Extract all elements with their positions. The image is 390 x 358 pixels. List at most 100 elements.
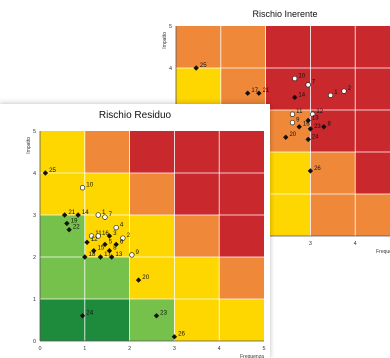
y-tick-label: 2 bbox=[33, 255, 36, 261]
point-label-20: 20 bbox=[142, 274, 149, 281]
y-tick-label: 4 bbox=[169, 66, 172, 72]
zone-cell-red-2-3 bbox=[265, 68, 311, 110]
x-axis-label: Frequenza bbox=[240, 354, 264, 358]
x-tick-label: 1 bbox=[83, 346, 86, 352]
zone-cell-yellow-2-1 bbox=[265, 152, 311, 194]
risk-point-16 bbox=[95, 233, 101, 239]
point-label-20: 20 bbox=[289, 132, 296, 138]
chart-title-residuo: Rischio Residuo bbox=[98, 110, 172, 121]
zone-cell-yellow-2-2 bbox=[129, 215, 175, 257]
point-label-11: 11 bbox=[296, 109, 303, 115]
risk-point-15 bbox=[91, 248, 97, 254]
point-label-23: 23 bbox=[160, 310, 167, 317]
point-label-26: 26 bbox=[314, 166, 321, 172]
risk-point-7 bbox=[102, 214, 108, 220]
zone-cell-red-4-2 bbox=[355, 110, 390, 152]
risk-point-11 bbox=[88, 233, 95, 239]
risk-point-23 bbox=[307, 126, 314, 132]
point-label-18: 18 bbox=[89, 251, 96, 258]
risk-point-4 bbox=[113, 224, 119, 231]
risk-point-23 bbox=[153, 313, 160, 319]
point-label-24: 24 bbox=[86, 310, 93, 317]
zone-cell-orange-2-2 bbox=[265, 110, 311, 152]
y-axis-label: Impatto bbox=[162, 32, 168, 49]
point-label-24: 24 bbox=[312, 134, 319, 140]
zone-cell-yellow-0-3 bbox=[40, 173, 85, 215]
zone-cell-dark_green-0-0 bbox=[40, 299, 85, 341]
point-label-9: 9 bbox=[296, 118, 300, 124]
zone-cell-red-4-3 bbox=[355, 68, 390, 110]
zone-cell-red-3-3 bbox=[310, 68, 356, 110]
y-tick-label: 3 bbox=[33, 213, 36, 219]
y-tick-label: 4 bbox=[33, 171, 36, 177]
risk-point-18 bbox=[82, 254, 88, 260]
risk-point-9 bbox=[129, 252, 135, 258]
zone-cell-red-3-4 bbox=[174, 131, 220, 173]
point-label-13: 13 bbox=[312, 115, 319, 121]
x-tick-label: 2 bbox=[128, 346, 131, 352]
risk-point-24 bbox=[79, 313, 86, 319]
x-tick-label: 3 bbox=[173, 346, 176, 352]
point-label-9: 9 bbox=[136, 249, 140, 256]
x-tick-label: 4 bbox=[218, 346, 221, 352]
x-tick-label: 0 bbox=[38, 346, 41, 352]
point-label-2: 2 bbox=[348, 86, 352, 92]
y-axis-label: Impatto bbox=[26, 137, 32, 154]
point-label-8: 8 bbox=[328, 122, 332, 128]
zone-cell-red-3-4 bbox=[310, 26, 356, 68]
point-label-25: 25 bbox=[49, 167, 56, 174]
point-label-4: 4 bbox=[120, 222, 124, 229]
risk-point-6 bbox=[113, 241, 119, 248]
point-label-16: 16 bbox=[303, 122, 310, 128]
point-label-10: 10 bbox=[86, 182, 93, 189]
point-label-2: 2 bbox=[127, 232, 131, 239]
risk-point-2 bbox=[341, 88, 347, 94]
zone-cell-red-4-3 bbox=[219, 173, 264, 215]
risk-point-13 bbox=[108, 254, 115, 260]
x-tick-label: 3 bbox=[309, 241, 312, 247]
x-tick-label: 4 bbox=[354, 241, 357, 247]
chart-title-inerente: Rischio Inerente bbox=[252, 9, 318, 19]
risk-point-12 bbox=[309, 111, 316, 117]
zone-cell-yellow-3-0 bbox=[174, 299, 220, 341]
zone-cell-red-4-4 bbox=[219, 131, 264, 173]
zone-cell-yellow-2-0 bbox=[265, 194, 311, 236]
risk-point-10 bbox=[79, 185, 86, 191]
zone-cell-dark_green-1-0 bbox=[84, 299, 130, 341]
risk-point-7 bbox=[305, 82, 311, 88]
zone-cell-yellow-0-4 bbox=[40, 131, 85, 173]
risk-point-26 bbox=[171, 334, 178, 340]
y-tick-label: 0 bbox=[33, 339, 36, 345]
point-label-3: 3 bbox=[113, 230, 117, 237]
risk-point-17 bbox=[244, 90, 251, 96]
zone-cell-red-2-4 bbox=[129, 131, 175, 173]
point-label-15: 15 bbox=[97, 245, 104, 252]
point-label-25: 25 bbox=[200, 63, 207, 69]
risk-point-3 bbox=[106, 233, 113, 239]
risk-point-21 bbox=[256, 90, 262, 96]
y-tick-label: 1 bbox=[33, 297, 36, 303]
risk-point-12 bbox=[84, 239, 90, 245]
risk-point-20 bbox=[135, 277, 142, 283]
zone-cell-red-3-3 bbox=[174, 173, 220, 215]
zone-cell-orange-2-3 bbox=[129, 173, 175, 215]
zone-cell-orange-4-0 bbox=[355, 194, 390, 236]
x-axis-label: Frequenza bbox=[376, 249, 390, 255]
risk-point-8 bbox=[106, 248, 113, 254]
risk-point-26 bbox=[307, 168, 314, 174]
zone-cell-orange-1-3 bbox=[220, 68, 266, 110]
point-label-1: 1 bbox=[102, 209, 106, 216]
risk-point-5 bbox=[102, 241, 108, 248]
risk-point-17 bbox=[97, 254, 104, 260]
zone-cell-red-3-2 bbox=[310, 110, 356, 152]
point-label-8: 8 bbox=[113, 245, 117, 252]
risk-point-19 bbox=[64, 220, 70, 227]
risk-point-22 bbox=[66, 227, 72, 233]
point-label-14: 14 bbox=[298, 92, 305, 98]
zone-cell-orange-4-1 bbox=[219, 257, 264, 299]
point-label-7: 7 bbox=[312, 80, 316, 86]
zone-cell-red-4-4 bbox=[355, 26, 390, 68]
point-label-23: 23 bbox=[314, 124, 321, 130]
point-label-17: 17 bbox=[251, 88, 258, 94]
